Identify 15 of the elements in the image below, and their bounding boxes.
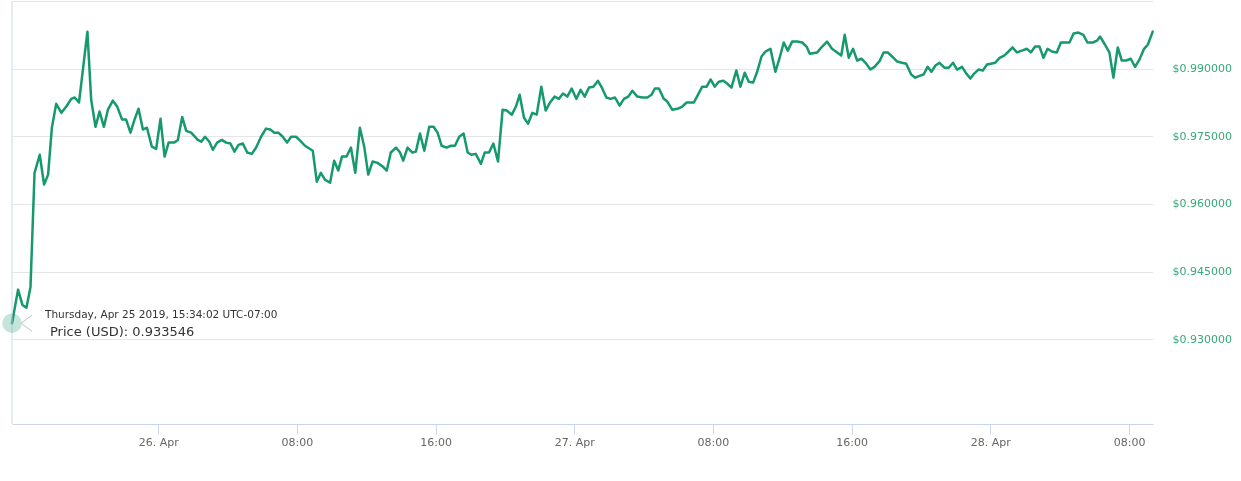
y-tick-label: $0.975000: [1172, 129, 1232, 143]
y-tick-label: $0.945000: [1172, 265, 1232, 279]
x-tick-label: 08:00: [1113, 435, 1146, 449]
y-tick-label: $0.960000: [1172, 197, 1232, 211]
x-tick-label: 16:00: [836, 435, 868, 449]
y-tick-label: $0.990000: [1172, 62, 1232, 76]
x-tick-label: 26. Apr: [138, 435, 180, 449]
x-tick-label: 28. Apr: [970, 435, 1012, 449]
x-tick-label: 08:00: [697, 435, 730, 449]
annotation: Price (USD): 0.933546: [50, 323, 195, 339]
y-tick-label: $0.930000: [1172, 332, 1232, 346]
x-tick-label: 16:00: [420, 435, 452, 449]
x-tick-label: 27. Apr: [554, 435, 596, 449]
annotation: Thursday, Apr 25 2019, 15:34:02 UTC-07:00: [44, 307, 278, 320]
x-tick-label: 08:00: [281, 435, 314, 449]
